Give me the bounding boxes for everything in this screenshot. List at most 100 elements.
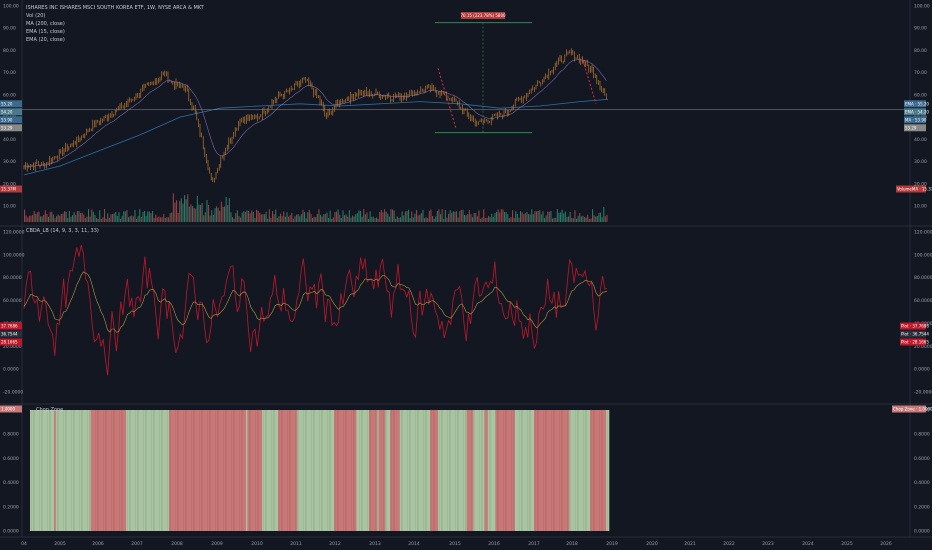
chop-zone-bar <box>378 410 381 531</box>
price-tick-left: 40.00 <box>3 137 16 143</box>
legend-ema20[interactable]: EMA (20, close) <box>26 37 65 43</box>
volume-bar <box>193 208 195 222</box>
chop-zone-bar <box>476 410 479 531</box>
chop-zone-bar <box>273 410 275 531</box>
chop-zone-bar <box>236 410 239 531</box>
legend-ma200[interactable]: MA (200, close) <box>26 21 65 27</box>
volume-bar <box>99 210 101 222</box>
chop-zone-bar <box>271 410 274 531</box>
volume-bar <box>273 214 275 222</box>
volume-bar <box>604 216 606 222</box>
chop-zone-bar <box>257 410 259 531</box>
chop-zone-bar <box>450 410 453 531</box>
chop-zone-bar <box>218 410 221 531</box>
chop-zone-bar <box>103 410 106 531</box>
chop-zone-bar <box>498 410 501 531</box>
volume-bar <box>296 214 298 222</box>
chop-zone-bar <box>398 410 400 531</box>
volume-bar <box>84 218 86 222</box>
volume-bar <box>192 206 194 222</box>
chop-zone-title[interactable]: Chop Zone <box>36 407 64 413</box>
chop-zone-bar <box>388 410 391 531</box>
chop-zone-bar <box>524 410 527 531</box>
price-tick-left: 80.00 <box>3 48 16 54</box>
volume-bar <box>185 199 187 222</box>
chop-zone-bar <box>471 410 474 531</box>
volume-bar <box>345 214 347 222</box>
chop-zone-bar <box>289 410 291 531</box>
volume-bar <box>377 218 379 222</box>
volume-bar <box>478 210 480 222</box>
chop-zone-bar <box>604 410 607 531</box>
chop-zone-bar <box>142 410 144 531</box>
chop-zone-bar <box>497 410 499 531</box>
volume-bar <box>140 216 142 222</box>
chop-zone-bar <box>543 410 546 531</box>
volume-bar <box>225 197 227 222</box>
chop-zone-bar <box>209 410 211 531</box>
chop-zone-bar <box>417 410 419 531</box>
legend-ema15[interactable]: EMA (15, close) <box>26 29 65 35</box>
volume-bar <box>27 217 29 222</box>
volume-bar <box>435 216 437 222</box>
chop-zone-bar <box>161 410 163 531</box>
chop-zone-bar <box>102 410 104 531</box>
volume-bar <box>473 213 475 222</box>
chop-zone-bar <box>462 410 464 531</box>
volume-bar <box>372 216 374 222</box>
volume-bar <box>310 213 312 222</box>
chop-zone-bar <box>506 410 509 531</box>
chop-zone-bar <box>166 410 168 531</box>
volume-bar <box>534 211 536 222</box>
trend-mark-1 <box>437 68 457 129</box>
volume-bar <box>75 214 77 222</box>
chop-zone-bar <box>558 410 560 531</box>
volume-bar <box>598 212 600 222</box>
chop-zone-bar <box>418 410 421 531</box>
chop-zone-bar <box>452 410 455 531</box>
volume-bar <box>590 218 592 222</box>
volume-bar <box>516 214 518 222</box>
volume-bar <box>152 211 154 222</box>
volume-bar <box>276 218 278 222</box>
price-tick-right: 10.00 <box>914 204 927 210</box>
chop-zone-bar <box>321 410 323 531</box>
chop-zone-bar <box>593 410 595 531</box>
chop-zone-bar <box>138 410 141 531</box>
chop-zone-bar <box>63 410 66 531</box>
volume-bar <box>588 218 590 222</box>
chop-zone-bar <box>559 410 562 531</box>
volume-bar <box>161 217 163 222</box>
legend-vol[interactable]: Vol (20) <box>26 13 46 19</box>
osc-tag-left: 37.7686 <box>1 324 18 329</box>
chop-zone-bar <box>564 410 567 531</box>
chop-zone-bar <box>463 410 466 531</box>
volume-bar <box>291 212 293 222</box>
oscillator-title[interactable]: CBDA_LB (14, 9, 3, 3, 11, 33) <box>26 228 99 234</box>
volume-bar <box>297 214 299 222</box>
volume-bar <box>128 217 130 222</box>
volume-bar <box>164 218 166 222</box>
chop-zone-bar <box>73 410 75 531</box>
volume-bar <box>214 208 216 222</box>
chop-zone-bar <box>542 410 544 531</box>
chop-zone-bar <box>359 410 362 531</box>
chop-zone-bar <box>278 410 280 531</box>
volume-bar <box>483 209 485 222</box>
symbol-title[interactable]: ISHARES INC ISHARES MSCI SOUTH KOREA ETF… <box>26 5 204 11</box>
volume-bar <box>33 210 35 222</box>
osc-tick-right: 80.0000 <box>914 275 932 281</box>
chop-zone-bar <box>214 410 216 531</box>
chop-zone-bar <box>242 410 245 531</box>
chop-zone-bar <box>81 410 83 531</box>
chop-zone-bar <box>265 410 267 531</box>
chop-zone-bar <box>266 410 269 531</box>
chop-zone-bar <box>263 410 266 531</box>
chop-zone-bar <box>196 410 199 531</box>
chop-zone-bar <box>153 410 155 531</box>
volume-bar <box>571 217 573 222</box>
chop-zone-bar <box>326 410 328 531</box>
volume-bar <box>446 217 448 222</box>
